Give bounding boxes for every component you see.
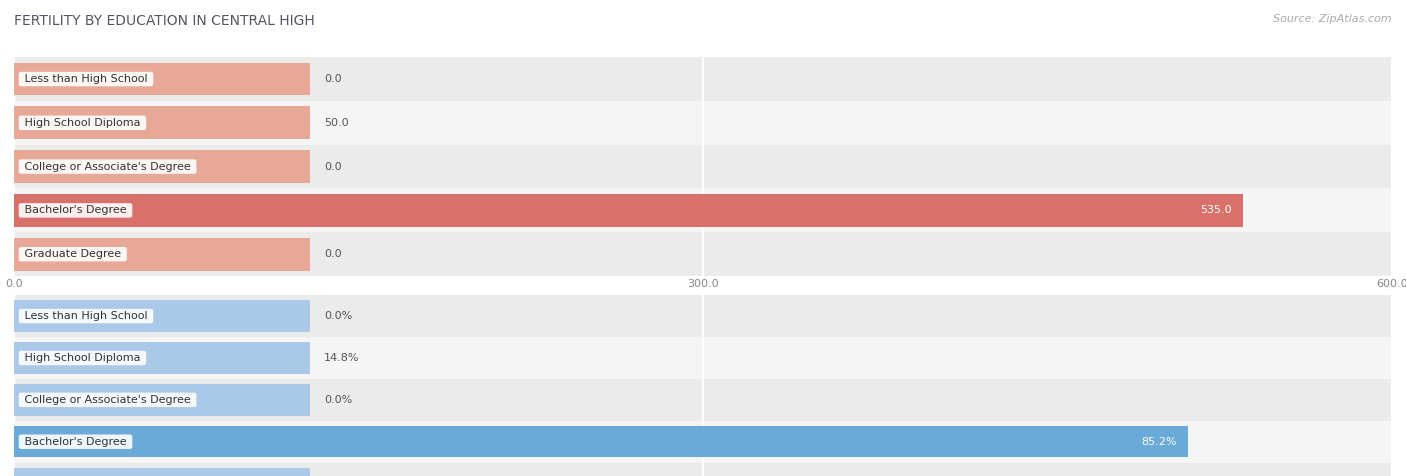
Text: 0.0: 0.0	[325, 74, 342, 84]
Text: Less than High School: Less than High School	[21, 311, 150, 321]
Text: College or Associate's Degree: College or Associate's Degree	[21, 395, 194, 405]
Text: 0.0%: 0.0%	[325, 395, 353, 405]
Text: 0.0%: 0.0%	[325, 311, 353, 321]
Bar	[14, 426, 1188, 457]
Text: 0.0: 0.0	[325, 161, 342, 172]
Text: Less than High School: Less than High School	[21, 74, 150, 84]
Bar	[14, 337, 1392, 379]
Bar	[14, 101, 1392, 145]
Text: 14.8%: 14.8%	[325, 353, 360, 363]
Bar	[14, 342, 311, 374]
Text: FERTILITY BY EDUCATION IN CENTRAL HIGH: FERTILITY BY EDUCATION IN CENTRAL HIGH	[14, 14, 315, 28]
Text: 50.0: 50.0	[325, 118, 349, 128]
Text: 0.0: 0.0	[325, 249, 342, 259]
Text: College or Associate's Degree: College or Associate's Degree	[21, 161, 194, 172]
Text: 535.0: 535.0	[1201, 205, 1232, 216]
Bar	[14, 379, 1392, 421]
Bar	[14, 57, 1392, 101]
Text: High School Diploma: High School Diploma	[21, 118, 143, 128]
Bar	[14, 188, 1392, 232]
Bar	[14, 107, 129, 139]
Bar	[14, 342, 218, 374]
Text: 85.2%: 85.2%	[1142, 436, 1177, 447]
Text: High School Diploma: High School Diploma	[21, 353, 143, 363]
Bar	[14, 295, 1392, 337]
Bar	[14, 384, 311, 416]
Bar	[14, 421, 1392, 463]
Text: Graduate Degree: Graduate Degree	[21, 249, 125, 259]
Bar	[14, 300, 311, 332]
Bar	[14, 145, 1392, 188]
Bar	[14, 232, 1392, 276]
Bar	[14, 63, 311, 95]
Text: Bachelor's Degree: Bachelor's Degree	[21, 205, 131, 216]
Bar	[14, 194, 1243, 227]
Text: Bachelor's Degree: Bachelor's Degree	[21, 436, 131, 447]
Bar	[14, 463, 1392, 476]
Text: Source: ZipAtlas.com: Source: ZipAtlas.com	[1274, 14, 1392, 24]
Bar	[14, 468, 311, 476]
Bar	[14, 426, 311, 457]
Bar	[14, 194, 311, 227]
Bar	[14, 150, 311, 183]
Bar	[14, 107, 311, 139]
Bar	[14, 238, 311, 270]
